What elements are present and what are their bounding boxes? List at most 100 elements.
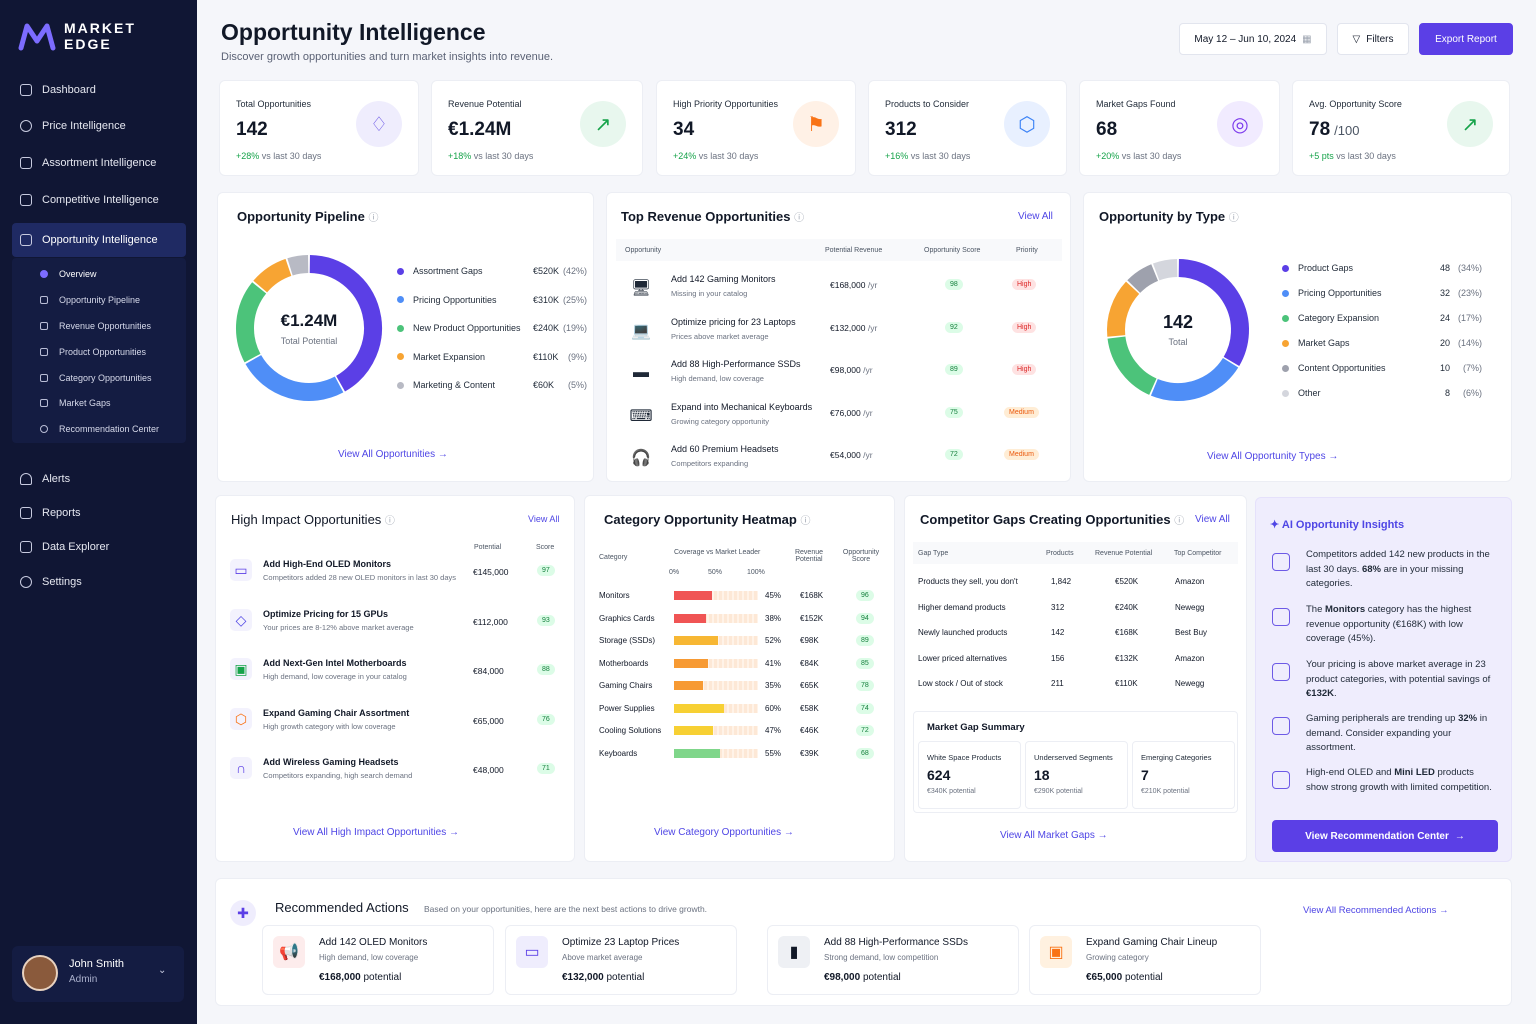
coverage-bar bbox=[674, 613, 758, 623]
page-title: Opportunity Intelligence bbox=[221, 19, 486, 45]
nav-label: Assortment Intelligence bbox=[42, 157, 157, 169]
info-icon: ⓘ bbox=[1174, 516, 1185, 527]
table-row[interactable]: ▬ Add 88 High-Performance SSDs High demand… bbox=[607, 356, 1070, 396]
brand-logo[interactable]: MARKET EDGE bbox=[18, 20, 136, 52]
kpi-card[interactable]: Products to Consider 312 +16% vs last 30 d… bbox=[868, 80, 1067, 176]
action-card[interactable]: ▭ Optimize 23 Laptop Prices Above market a… bbox=[505, 925, 737, 995]
action-title: Add 142 OLED Monitors bbox=[319, 937, 428, 948]
view-category-opportunities-link[interactable]: View Category Opportunities → bbox=[654, 827, 794, 838]
table-row[interactable]: Newly launched products 142 €168K Best Buy bbox=[905, 627, 1246, 647]
nav-competitive-intelligence[interactable]: Competitive Intelligence bbox=[12, 184, 186, 216]
nav-price-intelligence[interactable]: Price Intelligence bbox=[12, 110, 186, 142]
kpi-card[interactable]: Revenue Potential €1.24M +18% vs last 30 d… bbox=[431, 80, 643, 176]
table-row[interactable]: 🎧 Add 60 Premium Headsets Competitors expa… bbox=[607, 441, 1070, 481]
nav-alerts[interactable]: Alerts bbox=[12, 463, 186, 495]
table-row[interactable]: 💻 Optimize pricing for 23 Laptops Prices a… bbox=[607, 314, 1070, 354]
donut-slice bbox=[1107, 336, 1157, 395]
table-row[interactable]: ⌨ Expand into Mechanical Keyboards Growing… bbox=[607, 399, 1070, 439]
high-impact-title: High Impact Opportunities ⓘ bbox=[231, 512, 395, 527]
kpi-value: 312 bbox=[885, 119, 917, 140]
heatmap-row[interactable]: Keyboards 55% €39K 68 bbox=[585, 747, 894, 766]
filters-button[interactable]: ▽ Filters bbox=[1337, 23, 1409, 55]
export-report-button[interactable]: Export Report bbox=[1419, 23, 1513, 55]
subnav-market-gaps[interactable]: Market Gaps bbox=[40, 398, 111, 408]
nav-opportunity-intelligence[interactable]: Opportunity Intelligence bbox=[12, 223, 186, 257]
coverage-pct: 52% bbox=[765, 636, 782, 645]
view-all-types-link[interactable]: View All Opportunity Types → bbox=[1207, 451, 1339, 462]
table-row[interactable]: Lower priced alternatives 156 €132K Amazon bbox=[905, 653, 1246, 673]
date-range-picker[interactable]: May 12 – Jun 10, 2024 ▦ bbox=[1179, 23, 1327, 55]
row-revenue: €132,000 /yr bbox=[830, 322, 878, 333]
table-row[interactable]: Products they sell, you don't 1,842 €520K A… bbox=[905, 576, 1246, 596]
kpi-card[interactable]: High Priority Opportunities 34 +24% vs las… bbox=[656, 80, 856, 176]
kpi-delta: +16% vs last 30 days bbox=[885, 151, 971, 161]
subnav-label: Recommendation Center bbox=[59, 424, 160, 434]
subnav-pipeline[interactable]: Opportunity Pipeline bbox=[40, 295, 140, 305]
overview-icon bbox=[40, 270, 48, 278]
nav-reports[interactable]: Reports bbox=[12, 497, 186, 529]
coverage-pct: 45% bbox=[765, 591, 782, 600]
legend-count: 8 bbox=[1444, 388, 1450, 398]
pipeline-donut bbox=[236, 255, 382, 401]
action-card[interactable]: 📢 Add 142 OLED Monitors High demand, low c… bbox=[262, 925, 494, 995]
view-all-actions-link[interactable]: View All Recommended Actions → bbox=[1303, 905, 1449, 916]
competitor-gaps-view-all[interactable]: View All bbox=[1195, 514, 1230, 525]
list-item[interactable]: ⬡ Expand Gaming Chair Assortment High grow… bbox=[216, 705, 574, 749]
action-card[interactable]: ▣ Expand Gaming Chair Lineup Growing categ… bbox=[1029, 925, 1261, 995]
subnav: Overview Opportunity Pipeline Revenue Op… bbox=[12, 258, 186, 443]
laptop-icon: 💻 bbox=[631, 322, 651, 340]
gap-competitor: Amazon bbox=[1175, 653, 1205, 663]
nav-assortment-intelligence[interactable]: Assortment Intelligence bbox=[12, 147, 186, 179]
legend-count: 24 bbox=[1439, 313, 1450, 323]
nav-data-explorer[interactable]: Data Explorer bbox=[12, 531, 186, 563]
subnav-revenue[interactable]: Revenue Opportunities bbox=[40, 321, 151, 331]
user-menu[interactable]: John Smith Admin ⌄ bbox=[12, 946, 184, 1002]
score-badge: 74 bbox=[856, 702, 874, 714]
heatmap-row[interactable]: Graphics Cards 38% €152K 94 bbox=[585, 612, 894, 631]
view-all-high-impact-link[interactable]: View All High Impact Opportunities → bbox=[293, 827, 460, 838]
top-revenue-view-all[interactable]: View All bbox=[1018, 211, 1053, 222]
summary-box: Emerging Categories 7 €210K potential bbox=[1132, 741, 1235, 809]
subnav-category[interactable]: Category Opportunities bbox=[40, 373, 152, 383]
view-all-opportunities-link[interactable]: View All Opportunities → bbox=[338, 449, 448, 460]
category-label: Motherboards bbox=[599, 658, 649, 668]
view-recommendation-center-button[interactable]: View Recommendation Center → bbox=[1272, 820, 1498, 852]
heatmap-row[interactable]: Storage (SSDs) 52% €98K 89 bbox=[585, 635, 894, 653]
score-badge: 97 bbox=[537, 565, 555, 576]
subnav-label: Revenue Opportunities bbox=[59, 321, 152, 331]
table-row[interactable]: 🖥 Add 142 Gaming Monitors Missing in your … bbox=[607, 271, 1070, 311]
kpi-card[interactable]: Avg. Opportunity Score 78/100 +5 pts vs la… bbox=[1292, 80, 1510, 176]
subnav-overview[interactable]: Overview bbox=[40, 269, 97, 279]
nav-settings[interactable]: Settings bbox=[12, 566, 186, 598]
list-item[interactable]: ◇ Optimize Pricing for 15 GPUs Your prices… bbox=[216, 606, 574, 650]
by-type-title: Opportunity by Type ⓘ bbox=[1099, 209, 1239, 224]
subnav-recommendation[interactable]: Recommendation Center bbox=[40, 424, 159, 434]
nav-dashboard[interactable]: Dashboard bbox=[12, 74, 186, 106]
coverage-fill bbox=[674, 681, 704, 690]
avatar bbox=[22, 955, 58, 991]
table-row[interactable]: Higher demand products 312 €240K Newegg bbox=[905, 602, 1246, 622]
heatmap-title: Category Opportunity Heatmap ⓘ bbox=[604, 512, 811, 527]
heatmap-row[interactable]: Gaming Chairs 35% €65K 78 bbox=[585, 680, 894, 698]
row-revenue: €54,000 /yr bbox=[830, 450, 873, 460]
list-item[interactable]: ▭ Add High-End OLED Monitors Competitors a… bbox=[216, 556, 574, 600]
list-item[interactable]: ∩ Add Wireless Gaming Headsets Competitors… bbox=[216, 754, 574, 798]
subnav-product[interactable]: Product Opportunities bbox=[40, 347, 146, 357]
trend-up-icon: ↗ bbox=[580, 101, 626, 147]
coverage-fill bbox=[674, 613, 706, 623]
revenue-potential: €39K bbox=[800, 748, 819, 758]
heatmap-row[interactable]: Cooling Solutions 47% €46K 72 bbox=[585, 725, 894, 743]
action-value: €98,000 potential bbox=[824, 972, 901, 983]
heatmap-row[interactable]: Motherboards 41% €84K 85 bbox=[585, 657, 894, 676]
row-revenue: €76,000 /yr bbox=[830, 407, 873, 418]
view-all-market-gaps-link[interactable]: View All Market Gaps → bbox=[1000, 830, 1108, 841]
score-badge: 71 bbox=[537, 763, 555, 774]
heatmap-row[interactable]: Power Supplies 60% €58K 74 bbox=[585, 702, 894, 721]
kpi-card[interactable]: Market Gaps Found 68 +20% vs last 30 days ◎ bbox=[1079, 80, 1280, 176]
high-impact-view-all[interactable]: View All bbox=[528, 514, 560, 524]
heatmap-row[interactable]: Monitors 45% €168K 96 bbox=[585, 590, 894, 608]
table-row[interactable]: Low stock / Out of stock 211 €110K Newegg bbox=[905, 678, 1246, 698]
list-item[interactable]: ▣ Add Next-Gen Intel Motherboards High dem… bbox=[216, 655, 574, 699]
kpi-card[interactable]: Total Opportunities 142 +28% vs last 30 da… bbox=[219, 80, 419, 176]
action-card[interactable]: ▮ Add 88 High-Performance SSDs Strong dema… bbox=[767, 925, 1019, 995]
